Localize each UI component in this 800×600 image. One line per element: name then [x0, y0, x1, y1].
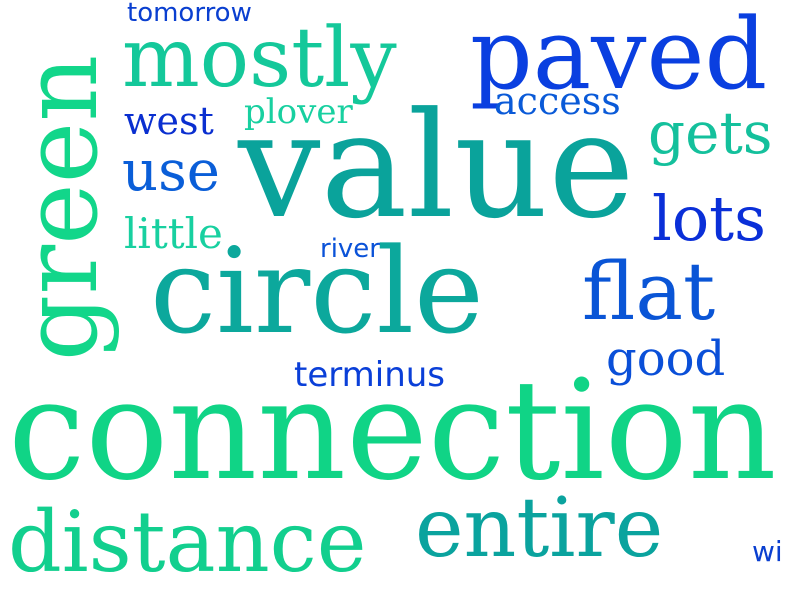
word-green: green: [0, 54, 121, 362]
word-tomorrow: tomorrow: [127, 0, 252, 28]
word-gets: gets: [648, 99, 773, 167]
word-little: little: [124, 209, 223, 258]
word-access: access: [494, 79, 621, 123]
word-circle: circle: [150, 222, 484, 360]
word-terminus: terminus: [294, 355, 446, 395]
word-distance: distance: [8, 493, 367, 591]
word-paved: paved: [470, 0, 768, 112]
word-good: good: [606, 331, 726, 387]
word-west: west: [124, 99, 214, 143]
word-mostly: mostly: [122, 11, 397, 106]
word-value: value: [238, 81, 635, 251]
word-flat: flat: [582, 245, 716, 338]
word-connection: connection: [8, 350, 777, 511]
word-entire: entire: [415, 481, 664, 576]
word-lots: lots: [652, 182, 766, 255]
word-river: river: [320, 234, 380, 264]
word-plover: plover: [244, 92, 353, 132]
word-use: use: [122, 139, 220, 204]
word-wi: wi: [752, 535, 783, 568]
